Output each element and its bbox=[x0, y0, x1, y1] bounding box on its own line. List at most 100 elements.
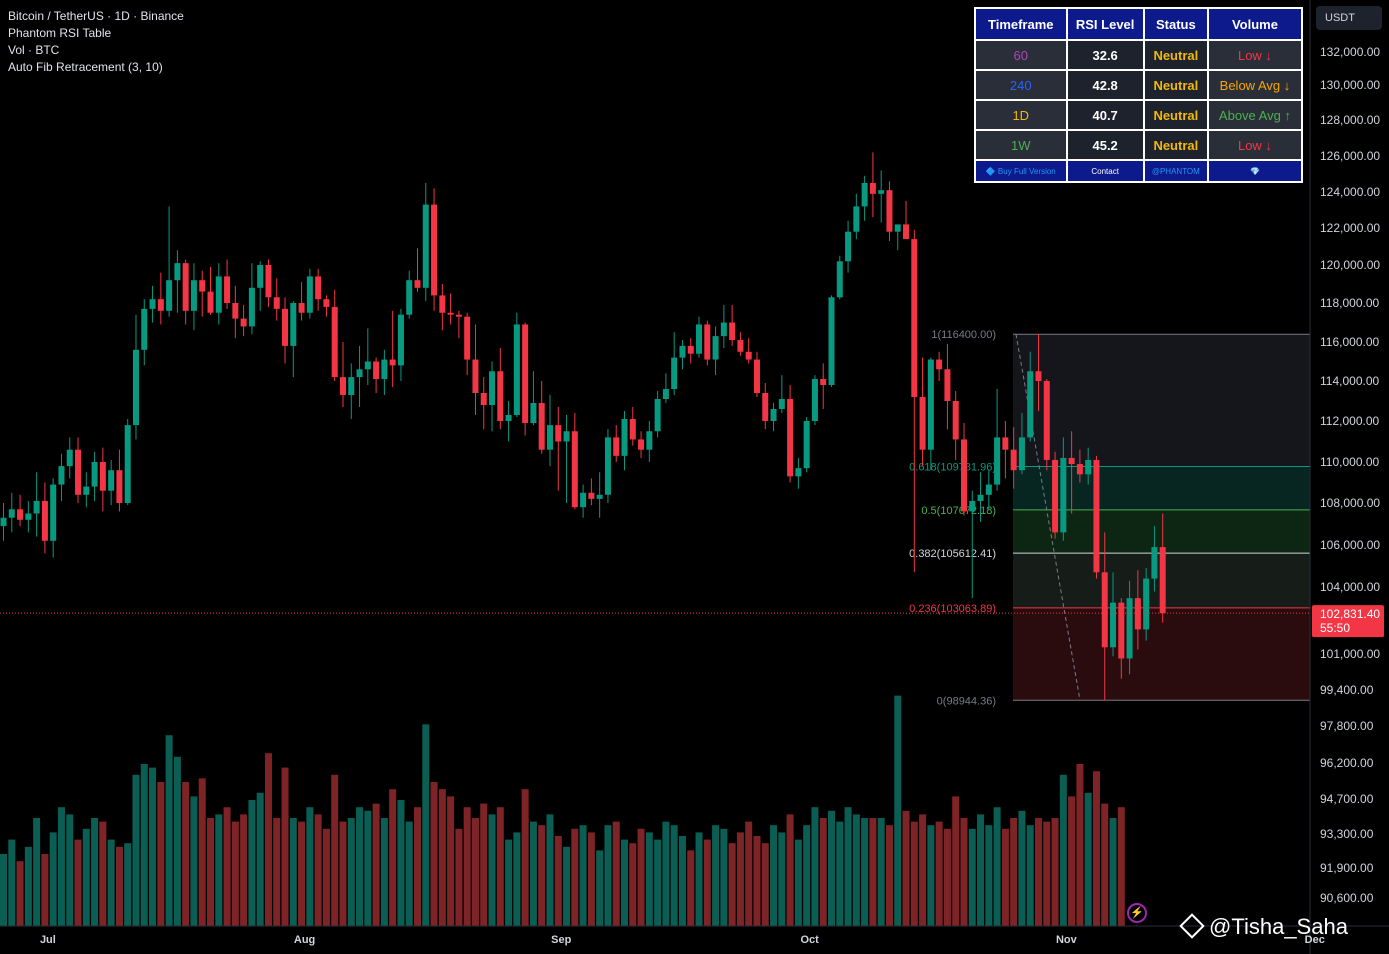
volume-bar bbox=[306, 807, 314, 926]
candle-body bbox=[166, 280, 173, 311]
fib-label: 0.5(107672.18) bbox=[921, 505, 996, 517]
rsi-cell: 40.7 bbox=[1067, 101, 1143, 129]
candle-body bbox=[58, 466, 65, 485]
header-volume: Volume bbox=[1208, 9, 1301, 39]
volume-bar bbox=[579, 825, 587, 926]
candle-body bbox=[845, 231, 852, 262]
candle-body bbox=[182, 263, 189, 311]
volume-bar bbox=[314, 814, 322, 926]
volume-bar bbox=[678, 836, 686, 926]
candle-body bbox=[33, 500, 40, 514]
candle-body bbox=[1043, 381, 1050, 460]
volume-bar bbox=[521, 789, 529, 926]
candle-body bbox=[282, 308, 289, 346]
volume-bar bbox=[289, 818, 297, 926]
candle-body bbox=[580, 492, 587, 508]
volume-bar bbox=[107, 839, 115, 926]
candle-body bbox=[414, 280, 421, 288]
x-tick-label: Dec bbox=[1305, 934, 1325, 946]
volume-bar bbox=[488, 814, 496, 926]
indicator-rsi-table[interactable]: Phantom RSI Table bbox=[8, 26, 112, 40]
volume-bar bbox=[563, 846, 571, 926]
candle-body bbox=[1035, 371, 1042, 381]
volume-bar bbox=[637, 828, 645, 926]
candle-body bbox=[795, 468, 802, 477]
candle-body bbox=[50, 484, 57, 541]
volume-bar bbox=[182, 782, 190, 926]
candle-body bbox=[522, 324, 529, 424]
candle-body bbox=[41, 500, 48, 541]
indicator-volume[interactable]: Vol · BTC bbox=[8, 43, 60, 57]
candle-body bbox=[364, 361, 371, 370]
candle-body bbox=[397, 314, 404, 366]
symbol-title[interactable]: Bitcoin / TetherUS · 1D · Binance bbox=[8, 9, 184, 23]
candle-body bbox=[75, 449, 82, 495]
candle-body bbox=[290, 303, 297, 346]
candle-body bbox=[546, 425, 553, 450]
y-tick-label: 114,000.00 bbox=[1320, 374, 1379, 388]
candle-body bbox=[977, 494, 984, 501]
candle-body bbox=[248, 287, 255, 327]
y-tick-label: 122,000.00 bbox=[1320, 221, 1380, 235]
volume-bar bbox=[322, 828, 330, 926]
fib-zone bbox=[1013, 607, 1310, 701]
volume-bar bbox=[331, 774, 339, 926]
candle-body bbox=[298, 303, 305, 313]
rsi-row: 1W 45.2 Neutral Low ↓ bbox=[976, 131, 1301, 159]
phantom-handle[interactable]: @PHANTOM bbox=[1144, 161, 1207, 181]
timeframe-cell: 1D bbox=[976, 101, 1066, 129]
volume-bar bbox=[919, 814, 927, 926]
candle-body bbox=[240, 318, 247, 327]
watermark-text: @Tisha_Saha bbox=[1209, 914, 1348, 939]
x-tick-label: Nov bbox=[1056, 934, 1078, 946]
candle-body bbox=[1143, 578, 1150, 630]
countdown-label: 55:50 bbox=[1320, 621, 1350, 635]
volume-bar bbox=[273, 818, 281, 926]
candle-body bbox=[1068, 457, 1075, 465]
candle-body bbox=[687, 345, 694, 354]
volume-bar bbox=[885, 825, 893, 926]
status-cell: Neutral bbox=[1144, 41, 1207, 69]
volume-bar bbox=[861, 818, 869, 926]
candle-body bbox=[1110, 602, 1117, 648]
candle-body bbox=[762, 393, 769, 421]
candle-body bbox=[753, 359, 760, 393]
volume-bar bbox=[695, 832, 703, 926]
candle-body bbox=[696, 324, 703, 354]
candle-body bbox=[861, 183, 868, 207]
candle-body bbox=[712, 336, 719, 360]
volume-bar bbox=[33, 818, 41, 926]
lightning-icon[interactable]: ⚡ bbox=[1127, 903, 1147, 923]
chart-legend: Bitcoin / TetherUS · 1D · Binance Phanto… bbox=[8, 8, 184, 76]
y-tick-label: 112,000.00 bbox=[1320, 414, 1379, 428]
volume-bar bbox=[505, 839, 513, 926]
volume-bar bbox=[422, 724, 430, 926]
candle-body bbox=[373, 361, 380, 380]
candle-body bbox=[83, 486, 90, 495]
diamond-icon: 💎 bbox=[1208, 161, 1301, 181]
y-tick-label: 124,000.00 bbox=[1320, 185, 1380, 199]
header-timeframe: Timeframe bbox=[976, 9, 1066, 39]
candle-body bbox=[778, 399, 785, 409]
indicator-fib[interactable]: Auto Fib Retracement (3, 10) bbox=[8, 60, 163, 74]
candle-body bbox=[886, 190, 893, 232]
volume-bar bbox=[612, 821, 620, 926]
fib-label: 0.382(105612.41) bbox=[909, 548, 996, 560]
volume-bar bbox=[960, 818, 968, 926]
y-tick-label: 116,000.00 bbox=[1320, 335, 1379, 349]
buy-full-version-link[interactable]: 🔷 Buy Full Version bbox=[976, 161, 1066, 181]
volume-bar bbox=[1092, 771, 1100, 926]
rsi-table-footer: 🔷 Buy Full Version Contact @PHANTOM 💎 bbox=[976, 161, 1301, 181]
candle-body bbox=[729, 322, 736, 341]
candle-body bbox=[431, 204, 438, 296]
candle-body bbox=[1151, 547, 1158, 579]
candle-body bbox=[803, 421, 810, 469]
currency-button[interactable]: USDT bbox=[1316, 6, 1382, 30]
volume-bar bbox=[248, 800, 256, 926]
candle-body bbox=[356, 369, 363, 378]
candle-body bbox=[513, 324, 520, 415]
volume-bar bbox=[430, 782, 438, 926]
candle-body bbox=[0, 517, 7, 527]
y-tick-label: 93,300.00 bbox=[1320, 827, 1374, 841]
